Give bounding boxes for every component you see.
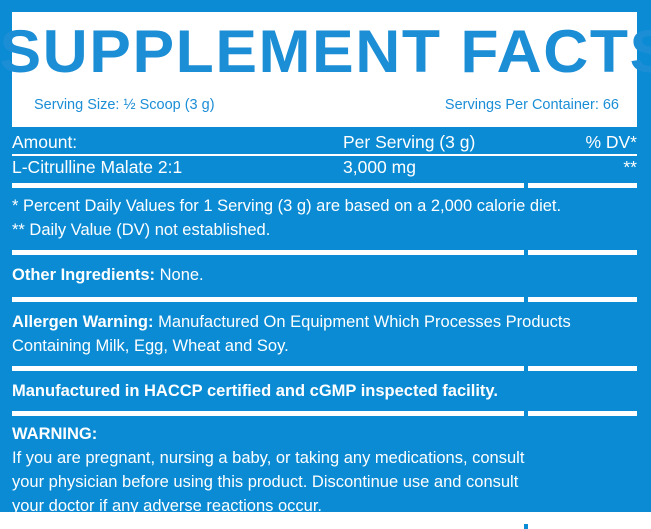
warning-line-2: your physician before using this product… bbox=[12, 473, 519, 491]
warning-line-1: If you are pregnant, nursing a baby, or … bbox=[12, 449, 525, 467]
facts-table: Amount: Per Serving (3 g) % DV* L-Citrul… bbox=[0, 131, 651, 179]
label-body: Amount: Per Serving (3 g) % DV* L-Citrul… bbox=[0, 127, 651, 529]
column-header-daily-value: % DV* bbox=[585, 132, 637, 152]
ingredient-name: L-Citrulline Malate 2:1 bbox=[12, 157, 183, 177]
allergen-warning-text: Manufactured On Equipment Which Processe… bbox=[12, 313, 571, 355]
warning-line-3: your doctor if any adverse reactions occ… bbox=[12, 497, 322, 515]
footnotes-block: * Percent Daily Values for 1 Serving (3 … bbox=[0, 194, 651, 242]
warning-body: If you are pregnant, nursing a baby, or … bbox=[12, 446, 637, 518]
servings-per-container-text: Servings Per Container: 66 bbox=[444, 97, 619, 113]
divider-after-table bbox=[12, 183, 637, 188]
divider-bottom bbox=[12, 524, 637, 529]
divider-after-other-ingredients bbox=[12, 297, 637, 302]
other-ingredients-value: None. bbox=[159, 266, 204, 284]
divider-after-manufacturing bbox=[12, 411, 637, 416]
manufacturing-statement: Manufactured in HACCP certified and cGMP… bbox=[12, 382, 498, 400]
warning-heading: WARNING: bbox=[12, 425, 98, 443]
allergen-warning-label: Allergen Warning: bbox=[12, 313, 154, 331]
table-row: L-Citrulline Malate 2:1 3,000 mg ** bbox=[0, 156, 651, 179]
ingredient-amount-per-serving: 3,000 mg bbox=[343, 157, 416, 177]
footnote-single-star: * Percent Daily Values for 1 Serving (3 … bbox=[12, 197, 562, 215]
page-title: SUPPLEMENT FACTS bbox=[0, 18, 651, 85]
ingredient-daily-value: ** bbox=[623, 157, 637, 177]
other-ingredients-block: Other Ingredients: None. bbox=[0, 263, 651, 287]
column-header-per-serving: Per Serving (3 g) bbox=[343, 132, 476, 152]
table-header-underline bbox=[12, 154, 637, 156]
warning-block: WARNING: If you are pregnant, nursing a … bbox=[0, 422, 651, 518]
serving-info-row: Serving Size: ½ Scoop (3 g) Servings Per… bbox=[34, 96, 619, 114]
facts-table-header-row: Amount: Per Serving (3 g) % DV* bbox=[0, 131, 651, 154]
serving-size-text: Serving Size: ½ Scoop (3 g) bbox=[34, 97, 215, 113]
header-panel: SUPPLEMENT FACTS Serving Size: ½ Scoop (… bbox=[0, 12, 651, 127]
divider-after-allergen-warning bbox=[12, 366, 637, 371]
divider-after-footnotes bbox=[12, 250, 637, 255]
footnote-double-star: ** Daily Value (DV) not established. bbox=[12, 221, 271, 239]
column-header-amount: Amount: bbox=[12, 132, 78, 152]
other-ingredients-label: Other Ingredients: bbox=[12, 266, 156, 284]
allergen-warning-block: Allergen Warning: Manufactured On Equipm… bbox=[0, 310, 651, 358]
